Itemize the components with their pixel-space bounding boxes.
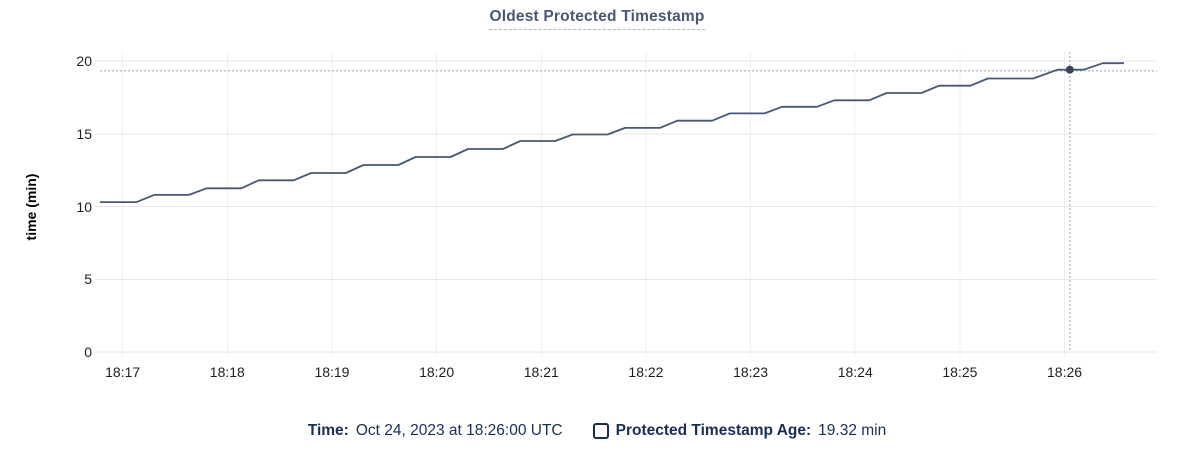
x-tick-label: 18:18 [209,364,245,380]
x-tick-label: 18:24 [837,364,873,380]
x-tick-label: 18:21 [523,364,559,380]
y-tick-label: 5 [84,271,92,288]
x-tick-label: 18:22 [628,364,664,380]
y-tick-label: 10 [76,198,92,215]
y-tick-label: 0 [84,344,92,360]
time-value: Oct 24, 2023 at 18:26:00 UTC [355,422,563,439]
series-line [100,62,1124,204]
x-tick-label: 18:20 [419,364,455,380]
series-value: 19.32 min [818,422,887,439]
y-tick-label: 20 [76,53,92,69]
chart-plot-area[interactable] [0,0,1194,412]
series-legend-toggle[interactable]: Protected Timestamp Age: 19.32 min [592,422,887,440]
x-tick-label: 18:19 [314,364,350,380]
time-label: Time: [307,422,349,439]
x-tick-label: 18:26 [1047,364,1083,380]
y-tick-label: 15 [76,125,92,142]
series-checkbox[interactable] [592,423,609,439]
hover-legend: Time: Oct 24, 2023 at 18:26:00 UTC Prote… [0,420,1194,442]
cursor-point [1065,65,1074,74]
x-tick-label: 18:17 [105,364,141,380]
series-label: Protected Timestamp Age: [615,422,812,439]
x-tick-label: 18:23 [733,364,769,380]
chart-title-row: Oldest Protected Timestamp [0,8,1194,30]
x-tick-label: 18:25 [942,364,978,380]
legend-time-group: Time: Oct 24, 2023 at 18:26:00 UTC [308,422,563,440]
chart-title[interactable]: Oldest Protected Timestamp [489,8,705,30]
